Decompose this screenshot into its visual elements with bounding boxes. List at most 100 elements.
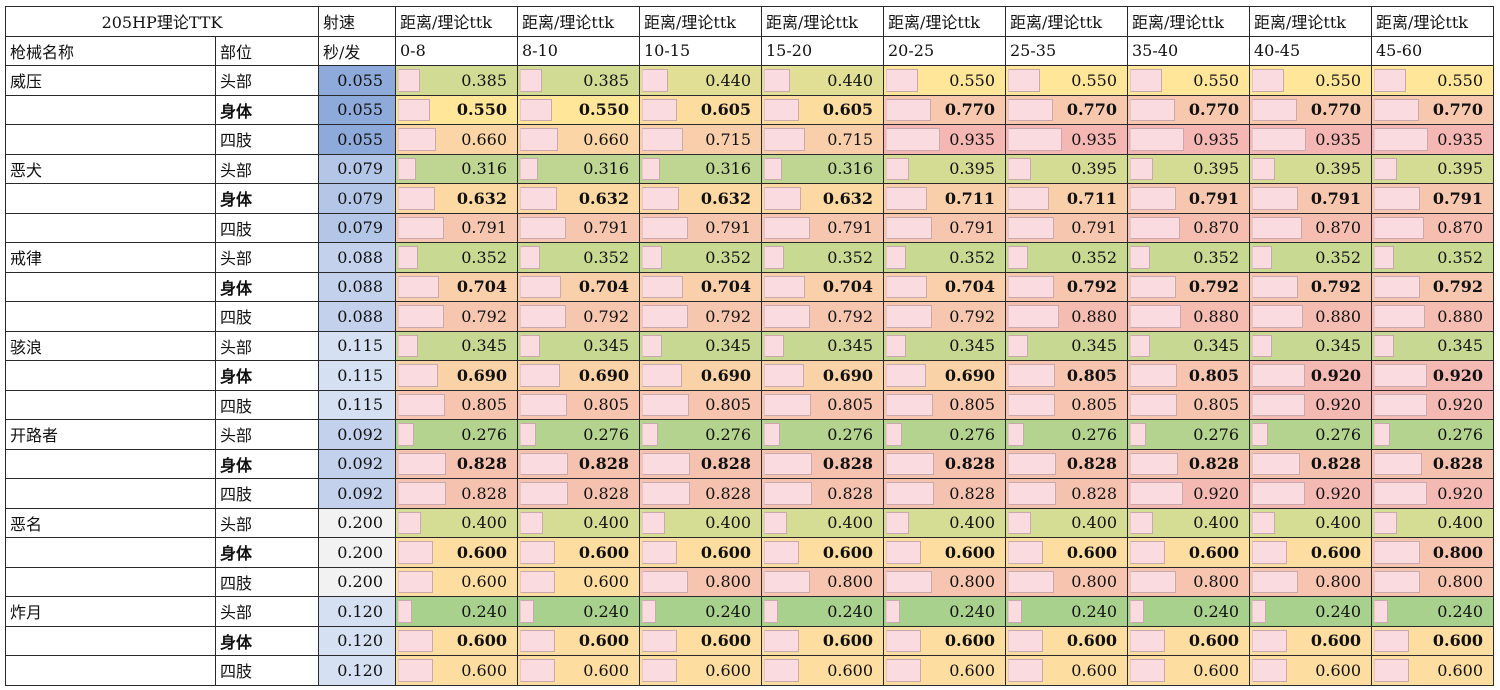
ttk-cell[interactable]: 0.395 [1127, 153, 1250, 184]
fire-rate-cell[interactable]: 0.088 [318, 271, 396, 302]
ttk-cell[interactable]: 0.770 [883, 94, 1006, 125]
ttk-cell[interactable]: 0.792 [761, 301, 884, 332]
ttk-cell[interactable]: 0.704 [883, 271, 1006, 302]
ttk-cell[interactable]: 0.440 [639, 65, 762, 96]
ttk-cell[interactable]: 0.792 [517, 301, 640, 332]
ttk-cell[interactable]: 0.791 [1005, 212, 1128, 243]
ttk-cell[interactable]: 0.791 [639, 212, 762, 243]
ttk-cell[interactable]: 0.395 [1249, 153, 1372, 184]
ttk-cell[interactable]: 0.600 [1005, 537, 1128, 568]
body-part-cell[interactable]: 头部 [215, 65, 319, 96]
ttk-cell[interactable]: 0.345 [761, 330, 884, 361]
ttk-cell[interactable]: 0.240 [1005, 596, 1128, 627]
ttk-cell[interactable]: 0.276 [395, 419, 518, 450]
ttk-cell[interactable]: 0.880 [1371, 301, 1494, 332]
ttk-cell[interactable]: 0.385 [395, 65, 518, 96]
fire-rate-cell[interactable]: 0.055 [318, 94, 396, 125]
ttk-cell[interactable]: 0.240 [1127, 596, 1250, 627]
ttk-cell[interactable]: 0.935 [1005, 124, 1128, 155]
fire-rate-cell[interactable]: 0.115 [318, 389, 396, 420]
ttk-cell[interactable]: 0.400 [1249, 507, 1372, 538]
distance-header[interactable]: 距离/理论ttk [761, 6, 884, 37]
weapon-name-cell[interactable]: 开路者 [5, 419, 216, 450]
ttk-cell[interactable]: 0.805 [761, 389, 884, 420]
ttk-cell[interactable]: 0.276 [883, 419, 1006, 450]
fire-rate-cell[interactable]: 0.079 [318, 212, 396, 243]
ttk-cell[interactable]: 0.276 [1371, 419, 1494, 450]
fire-rate-cell[interactable]: 0.115 [318, 330, 396, 361]
ttk-cell[interactable]: 0.690 [883, 360, 1006, 391]
weapon-name-cell[interactable]: 骇浪 [5, 330, 216, 361]
ttk-cell[interactable]: 0.770 [1127, 94, 1250, 125]
ttk-cell[interactable]: 0.605 [761, 94, 884, 125]
ttk-cell[interactable]: 0.800 [639, 566, 762, 597]
ttk-cell[interactable]: 0.550 [883, 65, 1006, 96]
ttk-cell[interactable]: 0.791 [761, 212, 884, 243]
ttk-cell[interactable]: 0.792 [639, 301, 762, 332]
ttk-cell[interactable]: 0.828 [395, 448, 518, 479]
fire-rate-cell[interactable]: 0.055 [318, 65, 396, 96]
ttk-cell[interactable]: 0.345 [639, 330, 762, 361]
body-part-cell[interactable]: 头部 [215, 153, 319, 184]
ttk-cell[interactable]: 0.791 [1371, 183, 1494, 214]
ttk-cell[interactable]: 0.828 [395, 478, 518, 509]
range-header-8[interactable]: 45-60 [1371, 35, 1494, 66]
ttk-cell[interactable]: 0.600 [1005, 625, 1128, 656]
weapon-name-cell[interactable] [5, 566, 216, 597]
ttk-cell[interactable]: 0.600 [1127, 655, 1250, 686]
ttk-cell[interactable]: 0.240 [761, 596, 884, 627]
ttk-cell[interactable]: 0.352 [1249, 242, 1372, 273]
ttk-cell[interactable]: 0.935 [1371, 124, 1494, 155]
ttk-cell[interactable]: 0.880 [1249, 301, 1372, 332]
distance-header[interactable]: 距离/理论ttk [1005, 6, 1128, 37]
ttk-cell[interactable]: 0.800 [1371, 566, 1494, 597]
ttk-cell[interactable]: 0.870 [1249, 212, 1372, 243]
distance-header[interactable]: 距离/理论ttk [1371, 6, 1494, 37]
fire-rate-cell[interactable]: 0.200 [318, 507, 396, 538]
ttk-cell[interactable]: 0.600 [1249, 625, 1372, 656]
ttk-cell[interactable]: 0.400 [883, 507, 1006, 538]
ttk-cell[interactable]: 0.240 [1249, 596, 1372, 627]
ttk-cell[interactable]: 0.600 [1371, 625, 1494, 656]
ttk-cell[interactable]: 0.632 [395, 183, 518, 214]
ttk-cell[interactable]: 0.770 [1249, 94, 1372, 125]
ttk-cell[interactable]: 0.880 [1127, 301, 1250, 332]
ttk-cell[interactable]: 0.600 [517, 625, 640, 656]
range-header-4[interactable]: 20-25 [883, 35, 1006, 66]
weapon-name-cell[interactable]: 戒律 [5, 242, 216, 273]
fire-rate-cell[interactable]: 0.200 [318, 566, 396, 597]
fire-rate-unit[interactable]: 秒/发 [318, 35, 396, 66]
weapon-name-cell[interactable] [5, 389, 216, 420]
ttk-cell[interactable]: 0.828 [517, 448, 640, 479]
ttk-cell[interactable]: 0.345 [1127, 330, 1250, 361]
ttk-cell[interactable]: 0.791 [1127, 183, 1250, 214]
ttk-cell[interactable]: 0.870 [1371, 212, 1494, 243]
ttk-cell[interactable]: 0.395 [883, 153, 1006, 184]
ttk-cell[interactable]: 0.352 [1371, 242, 1494, 273]
ttk-cell[interactable]: 0.791 [517, 212, 640, 243]
body-part-cell[interactable]: 身体 [215, 183, 319, 214]
ttk-cell[interactable]: 0.276 [517, 419, 640, 450]
ttk-cell[interactable]: 0.920 [1249, 478, 1372, 509]
ttk-cell[interactable]: 0.316 [761, 153, 884, 184]
ttk-cell[interactable]: 0.791 [883, 212, 1006, 243]
ttk-cell[interactable]: 0.276 [1249, 419, 1372, 450]
ttk-cell[interactable]: 0.240 [1371, 596, 1494, 627]
distance-header[interactable]: 距离/理论ttk [395, 6, 518, 37]
body-part-cell[interactable]: 身体 [215, 537, 319, 568]
ttk-cell[interactable]: 0.792 [1127, 271, 1250, 302]
fire-rate-cell[interactable]: 0.079 [318, 153, 396, 184]
weapon-name-cell[interactable]: 恶犬 [5, 153, 216, 184]
ttk-cell[interactable]: 0.920 [1371, 360, 1494, 391]
ttk-cell[interactable]: 0.715 [639, 124, 762, 155]
ttk-cell[interactable]: 0.690 [761, 360, 884, 391]
fire-rate-cell[interactable]: 0.088 [318, 242, 396, 273]
body-part-cell[interactable]: 四肢 [215, 212, 319, 243]
ttk-cell[interactable]: 0.800 [1249, 566, 1372, 597]
ttk-cell[interactable]: 0.240 [517, 596, 640, 627]
ttk-cell[interactable]: 0.550 [395, 94, 518, 125]
ttk-cell[interactable]: 0.660 [395, 124, 518, 155]
body-part-cell[interactable]: 身体 [215, 360, 319, 391]
weapon-name-cell[interactable] [5, 478, 216, 509]
ttk-cell[interactable]: 0.632 [639, 183, 762, 214]
